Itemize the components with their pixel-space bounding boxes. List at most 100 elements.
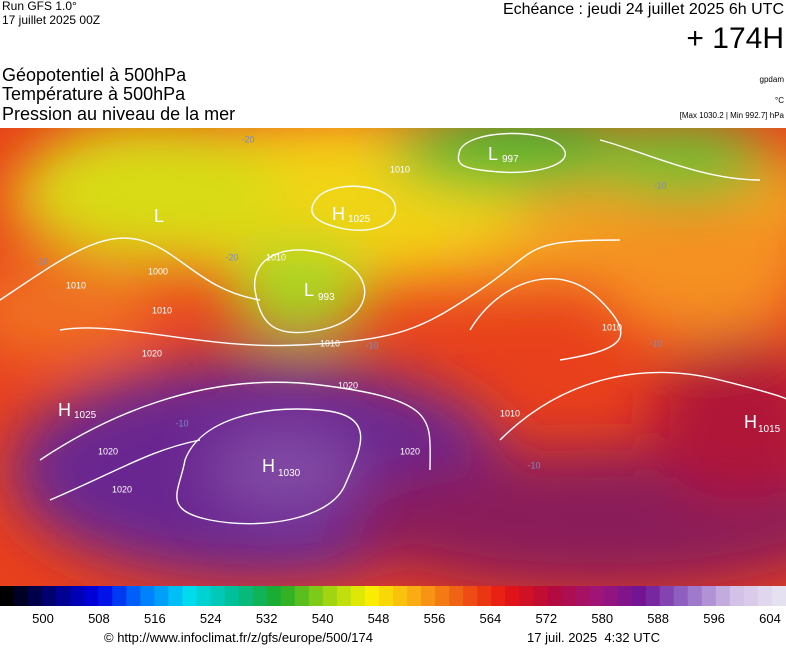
colorbar-label: 604	[759, 611, 781, 626]
colorbar-cell	[84, 586, 99, 606]
isobar-label: 1010	[152, 305, 172, 315]
colorbar-cell	[238, 586, 254, 606]
center-letter: H	[58, 400, 71, 420]
colorbar-label: 588	[647, 611, 669, 626]
isobar-label: 1000	[148, 266, 168, 276]
title: Pression au niveau de la mer	[2, 104, 235, 124]
colorbar-cell	[631, 586, 647, 606]
center-letter: H	[332, 204, 345, 224]
colorbar-cell	[715, 586, 731, 606]
colorbar-label: 532	[256, 611, 278, 626]
colorbar-cell	[757, 586, 773, 606]
title: Géopotentiel à 500hPa	[2, 65, 187, 85]
run-date: 17 juillet 2025 00Z	[2, 13, 100, 27]
colorbar-cell	[449, 586, 464, 606]
colorbar-cell	[701, 586, 717, 606]
colorbar-cell	[56, 586, 71, 606]
center-value: 997	[502, 154, 519, 165]
unit-note: gpdam	[760, 75, 785, 84]
colorbar-cell	[491, 586, 506, 606]
center-letter: L	[488, 144, 498, 164]
colorbar-label: 564	[480, 611, 502, 626]
temperature-label: -10	[365, 340, 378, 350]
colorbar-cell	[280, 586, 296, 606]
colorbar-cell	[168, 586, 183, 606]
colorbar-cell	[14, 586, 29, 606]
temperature-label: -20	[241, 134, 254, 144]
colorbar-label: 516	[144, 611, 166, 626]
lead-time: + 174H	[686, 22, 784, 55]
isobar-label: 1020	[142, 348, 162, 358]
colorbar-cell	[308, 586, 324, 606]
colorbar-cell	[687, 586, 703, 606]
center-letter: H	[744, 412, 757, 432]
colorbar-label: 580	[591, 611, 613, 626]
temperature-label: -10	[527, 460, 540, 470]
colorbar-cell	[617, 586, 633, 606]
center-value: 1015	[758, 424, 781, 435]
colorbar-cell	[294, 586, 310, 606]
colorbar-cell	[547, 586, 562, 606]
colorbar-label: 508	[88, 611, 110, 626]
colorbar-label: 540	[312, 611, 334, 626]
center-letter: H	[262, 456, 275, 476]
colorbar: 500 508 516 524 532 540 548 556 564 572 580 588 596 6…	[0, 586, 786, 626]
colorbar-cell	[364, 586, 380, 606]
pressure-centers: L 997 H 1025 L L 993 H 1025 H 1030 H 101…	[58, 144, 781, 479]
colorbar-label: 572	[535, 611, 557, 626]
colorbar-cell	[154, 586, 169, 606]
isobar-label: 1010	[320, 338, 340, 348]
colorbar-cell	[28, 586, 43, 606]
colorbar-cell	[378, 586, 394, 606]
isobar-label: 1020	[98, 446, 118, 456]
center-letter: L	[154, 206, 164, 226]
isobar-label: 1020	[338, 380, 358, 390]
colorbar-cell	[407, 586, 422, 606]
center-value: 1030	[278, 468, 301, 479]
colorbar-cell	[126, 586, 141, 606]
colorbar-cell	[659, 586, 675, 606]
center-value: 1025	[348, 214, 371, 225]
isobar-label: 1010	[500, 408, 520, 418]
echeance: Echéance : jeudi 24 juillet 2025 6h UTC	[503, 1, 784, 18]
colorbar-label: 596	[703, 611, 725, 626]
colorbar-cell	[463, 586, 478, 606]
colorbar-cell	[224, 586, 240, 606]
temperature-label: -20	[225, 252, 238, 262]
isobar-label: 1020	[112, 484, 132, 494]
colorbar-cell	[322, 586, 338, 606]
colorbar-cell	[336, 586, 352, 606]
colorbar-cell	[603, 586, 619, 606]
render-time: 17 juil. 2025 4:32 UTC	[527, 630, 660, 645]
colorbar-cell	[505, 586, 520, 606]
colorbar-label: 524	[200, 611, 222, 626]
run: Run GFS 1.0°	[2, 0, 77, 13]
colorbar-cell	[589, 586, 605, 606]
temperature-label: -10	[649, 338, 662, 348]
colorbar-cell	[196, 586, 212, 606]
colorbar-cell	[140, 586, 155, 606]
center-value: 993	[318, 292, 335, 303]
colorbar-cell	[743, 586, 759, 606]
colorbar-cell	[561, 586, 576, 606]
isobar-label: 1010	[266, 252, 286, 262]
colorbar-cell	[350, 586, 366, 606]
colorbar-label: 548	[368, 611, 390, 626]
colorbar-cell	[673, 586, 689, 606]
title: Température à 500hPa	[2, 84, 186, 104]
isobar-label: 1010	[602, 322, 622, 332]
pressure-range: [Max 1030.2 | Min 992.7] hPa	[680, 111, 785, 120]
colorbar-cell	[393, 586, 408, 606]
isobar-label: 1020	[400, 446, 420, 456]
temperature-label: -10	[35, 256, 48, 266]
colorbar-cell	[112, 586, 127, 606]
colorbar-cell	[771, 586, 786, 606]
isobar-label: 1010	[390, 164, 410, 174]
colorbar-cell	[519, 586, 534, 606]
colorbar-cell	[98, 586, 113, 606]
colorbar-cell	[252, 586, 268, 606]
colorbar-cell	[477, 586, 492, 606]
isobar-label: 1010	[66, 280, 86, 290]
colorbar-cell	[421, 586, 436, 606]
